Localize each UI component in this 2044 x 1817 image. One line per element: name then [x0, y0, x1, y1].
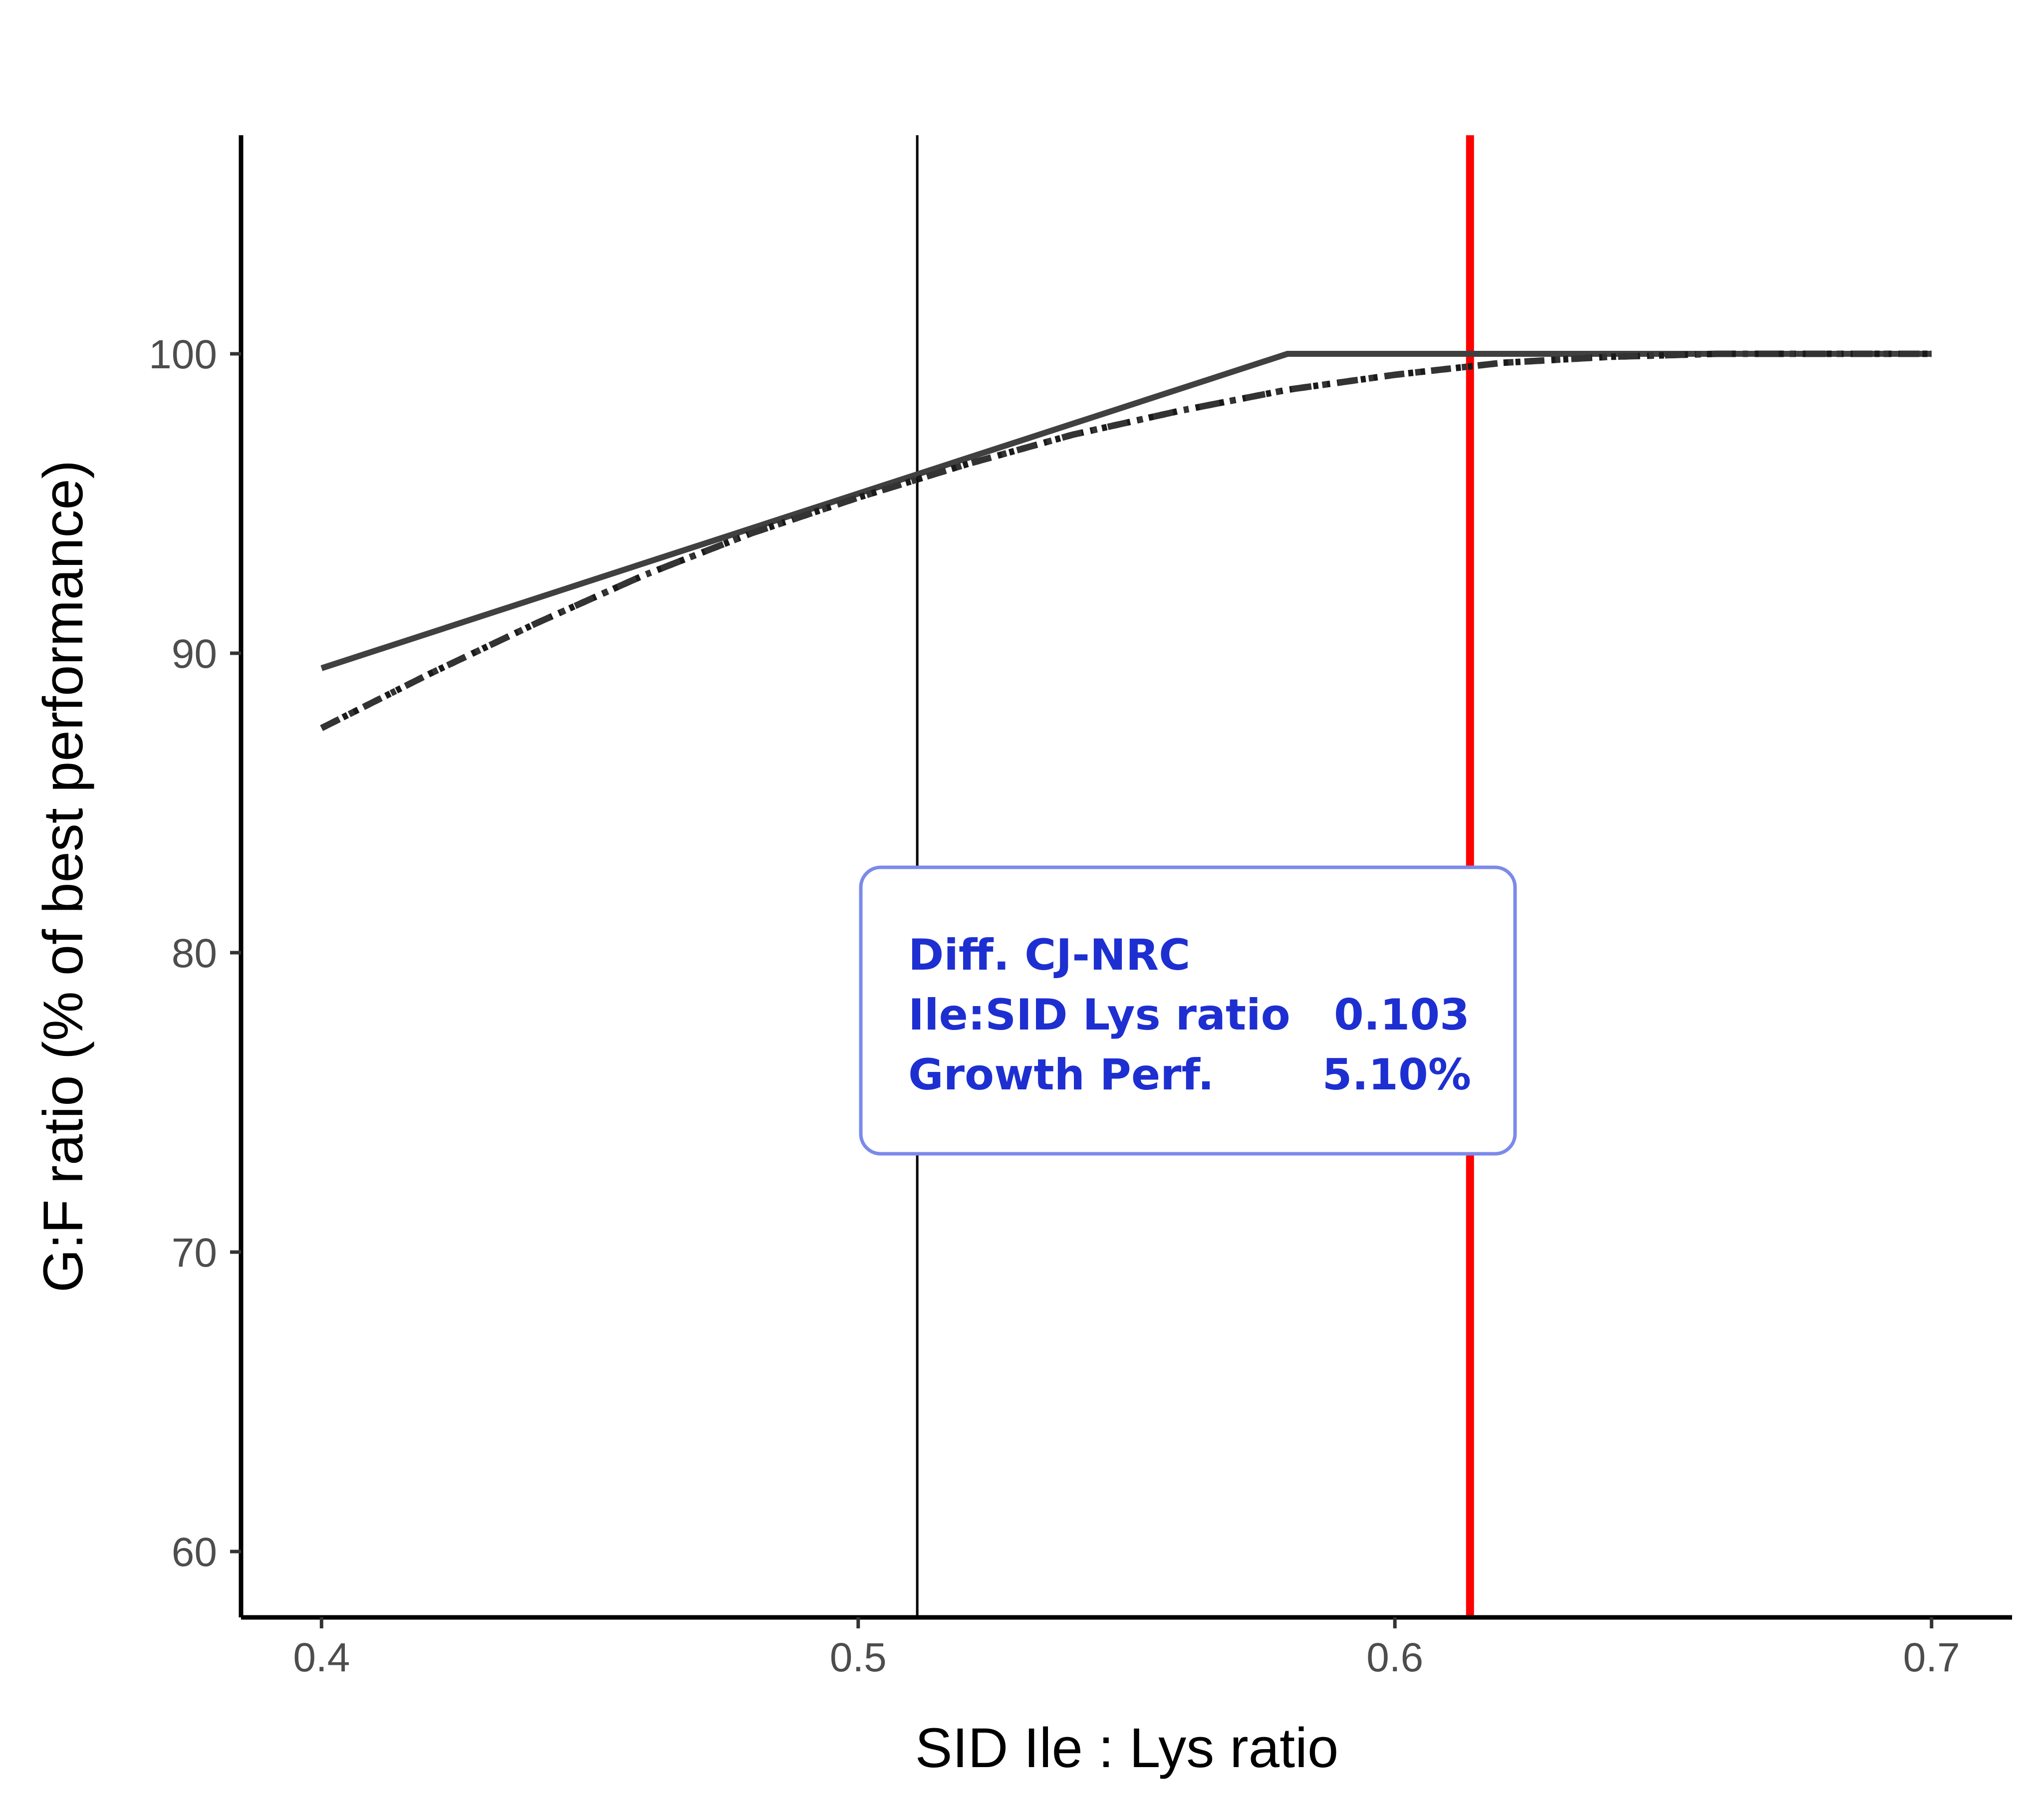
x-ticks: 0.4 0.5 0.6 0.7 — [293, 1617, 1960, 1680]
x-tick-label: 0.4 — [293, 1635, 350, 1680]
y-tick-label: 70 — [172, 1230, 217, 1276]
axes — [239, 135, 2012, 1620]
y-tick-label: 100 — [149, 332, 217, 377]
plot-area — [320, 135, 1932, 1617]
annotation-row-label: Ile:SID Lys ratio — [908, 990, 1290, 1040]
annotation-frame — [859, 865, 1517, 1156]
x-axis-title: SID Ile : Lys ratio — [915, 1717, 1339, 1779]
series-broken-line — [320, 351, 1932, 671]
annotation-box: Diff. CJ-NRC Ile:SID Lys ratio 0.103 Gro… — [859, 865, 1517, 1156]
y-ticks: 60 70 80 90 100 — [149, 332, 241, 1575]
y-axis-title: G:F ratio (% of best performance) — [32, 460, 94, 1293]
annotation-row-value: 0.103 — [1334, 990, 1470, 1040]
x-tick-label: 0.5 — [830, 1635, 887, 1680]
y-tick-label: 60 — [172, 1530, 217, 1575]
y-tick-label: 80 — [172, 931, 217, 976]
annotation-title: Diff. CJ-NRC — [908, 930, 1190, 980]
x-tick-label: 0.7 — [1903, 1635, 1960, 1680]
x-tick-label: 0.6 — [1366, 1635, 1423, 1680]
y-tick-label: 90 — [172, 631, 217, 677]
series-curvilinear-dotted — [320, 350, 1932, 731]
annotation-row-value: 5.10% — [1322, 1050, 1471, 1100]
series-curvilinear-dashdot — [320, 350, 1932, 731]
annotation-row-label: Growth Perf. — [908, 1050, 1214, 1100]
